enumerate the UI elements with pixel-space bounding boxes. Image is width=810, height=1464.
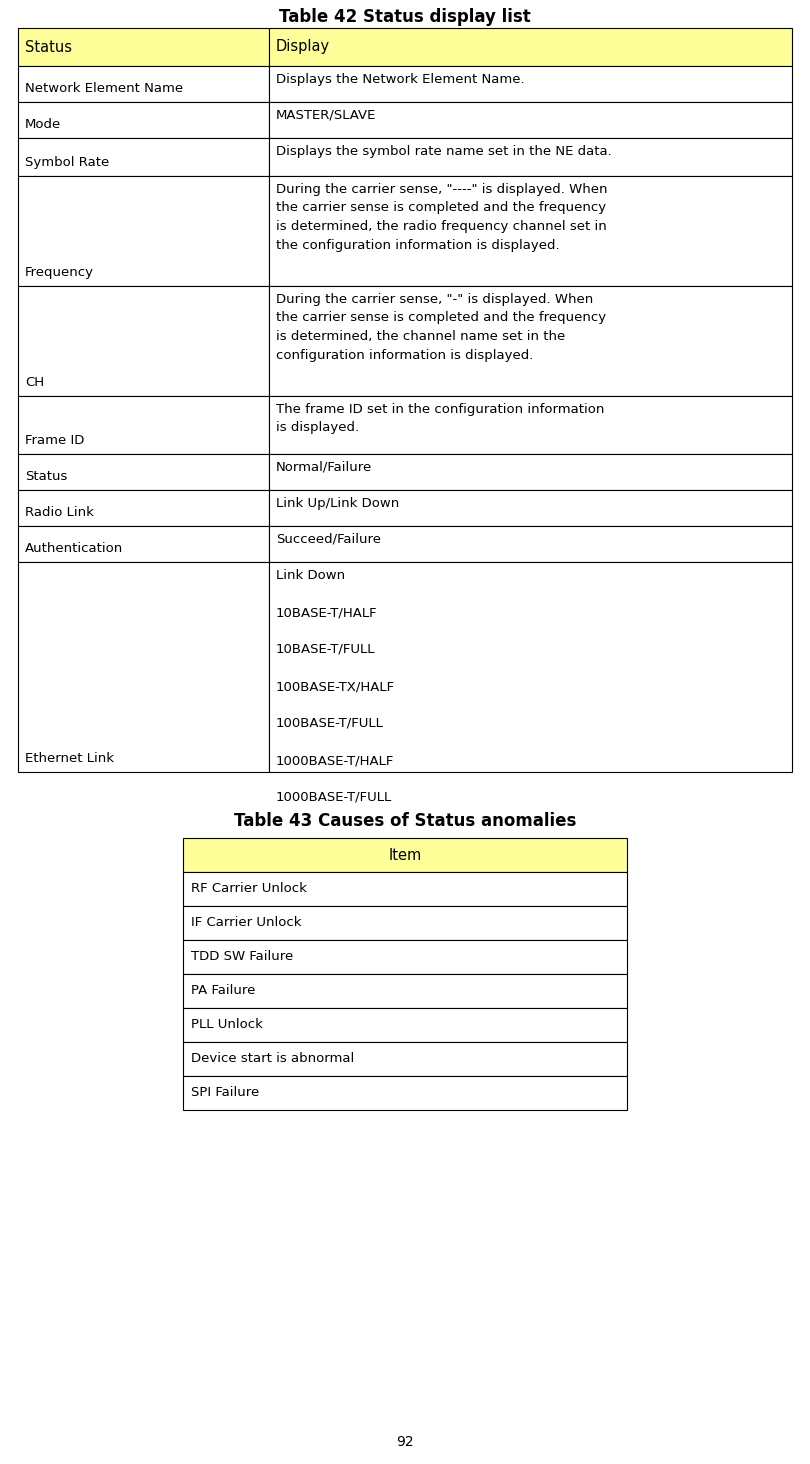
Text: The frame ID set in the configuration information
is displayed.: The frame ID set in the configuration in… [276,403,604,435]
Bar [269,138,792,176]
Text: CH: CH [25,376,44,389]
Bar [18,490,269,526]
Bar [183,1076,627,1110]
Text: Displays the symbol rate name set in the NE data.: Displays the symbol rate name set in the… [276,145,612,158]
Bar [183,837,627,873]
Text: IF Carrier Unlock: IF Carrier Unlock [191,916,301,930]
Bar [183,906,627,940]
Bar [269,285,792,395]
Text: Displays the Network Element Name.: Displays the Network Element Name. [276,73,525,86]
Bar [269,395,792,454]
Bar [18,176,269,285]
Bar [18,285,269,395]
Text: During the carrier sense, "----" is displayed. When
the carrier sense is complet: During the carrier sense, "----" is disp… [276,183,608,252]
Text: Link Down

10BASE-T/HALF

10BASE-T/FULL

100BASE-TX/HALF

100BASE-T/FULL

1000BA: Link Down 10BASE-T/HALF 10BASE-T/FULL 10… [276,569,395,804]
Bar [18,454,269,490]
Bar [183,974,627,1009]
Bar [269,562,792,772]
Text: TDD SW Failure: TDD SW Failure [191,950,293,963]
Text: Link Up/Link Down: Link Up/Link Down [276,496,399,509]
Bar [18,395,269,454]
Text: Normal/Failure: Normal/Failure [276,461,373,474]
Bar [18,28,269,66]
Text: Frequency: Frequency [25,266,94,280]
Bar [269,102,792,138]
Bar [183,873,627,906]
Text: Status: Status [25,470,67,483]
Text: Item: Item [388,848,422,862]
Bar [183,1009,627,1042]
Text: During the carrier sense, "-" is displayed. When
the carrier sense is completed : During the carrier sense, "-" is display… [276,293,606,362]
Text: Display: Display [276,40,330,54]
Text: Table 42 Status display list: Table 42 Status display list [279,7,531,26]
Bar [269,28,792,66]
Bar [183,1042,627,1076]
Text: PLL Unlock: PLL Unlock [191,1019,263,1032]
Text: Network Element Name: Network Element Name [25,82,183,95]
Text: Table 43 Causes of Status anomalies: Table 43 Causes of Status anomalies [234,813,576,830]
Text: Status: Status [25,40,72,54]
Text: Authentication: Authentication [25,542,123,555]
Bar [18,102,269,138]
Bar [183,940,627,974]
Bar [18,526,269,562]
Bar [269,66,792,102]
Bar [269,526,792,562]
Text: Frame ID: Frame ID [25,433,84,447]
Text: 92: 92 [396,1435,414,1449]
Text: MASTER/SLAVE: MASTER/SLAVE [276,108,377,122]
Text: Radio Link: Radio Link [25,507,94,520]
Text: SPI Failure: SPI Failure [191,1086,259,1099]
Text: Mode: Mode [25,119,62,130]
Text: Symbol Rate: Symbol Rate [25,157,109,168]
Bar [18,66,269,102]
Bar [269,490,792,526]
Bar [18,562,269,772]
Text: RF Carrier Unlock: RF Carrier Unlock [191,883,307,896]
Bar [269,176,792,285]
Bar [18,138,269,176]
Bar [269,454,792,490]
Text: Ethernet Link: Ethernet Link [25,752,114,766]
Text: PA Failure: PA Failure [191,984,255,997]
Text: Device start is abnormal: Device start is abnormal [191,1053,354,1066]
Text: Succeed/Failure: Succeed/Failure [276,533,381,546]
